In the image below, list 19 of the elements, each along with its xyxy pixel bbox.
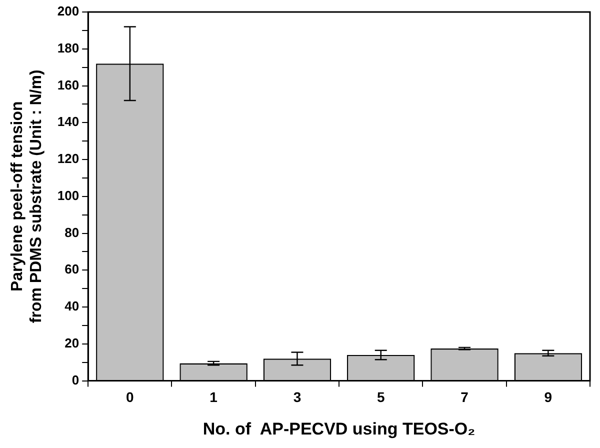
y-tick-label: 180	[57, 40, 80, 56]
x-tick-label: 5	[376, 389, 385, 406]
x-tick-label: 3	[293, 389, 302, 406]
x-axis-title: No. of AP-PECVD using TEOS-O₂	[202, 419, 476, 438]
x-tick-label: 0	[126, 389, 134, 406]
y-tick-label: 120	[57, 151, 80, 166]
x-tick-label: 7	[460, 389, 469, 406]
y-axis-title: Parylene peel-off tension from PDMS substrate (Unit : N/m)	[9, 70, 46, 324]
y-tick-label: 0	[72, 372, 80, 388]
y-tick-label: 200	[57, 4, 80, 19]
x-tick-label: 9	[544, 389, 552, 406]
x-tick-label: 1	[210, 389, 218, 406]
y-tick-label: 80	[64, 224, 80, 240]
y-tick-label: 40	[64, 298, 80, 314]
y-tick-label: 60	[64, 262, 80, 277]
y-tick-label: 20	[64, 336, 80, 350]
y-tick-label: 100	[57, 188, 80, 203]
y-tick-label: 160	[57, 77, 80, 92]
y-tick-label: 140	[57, 114, 80, 130]
